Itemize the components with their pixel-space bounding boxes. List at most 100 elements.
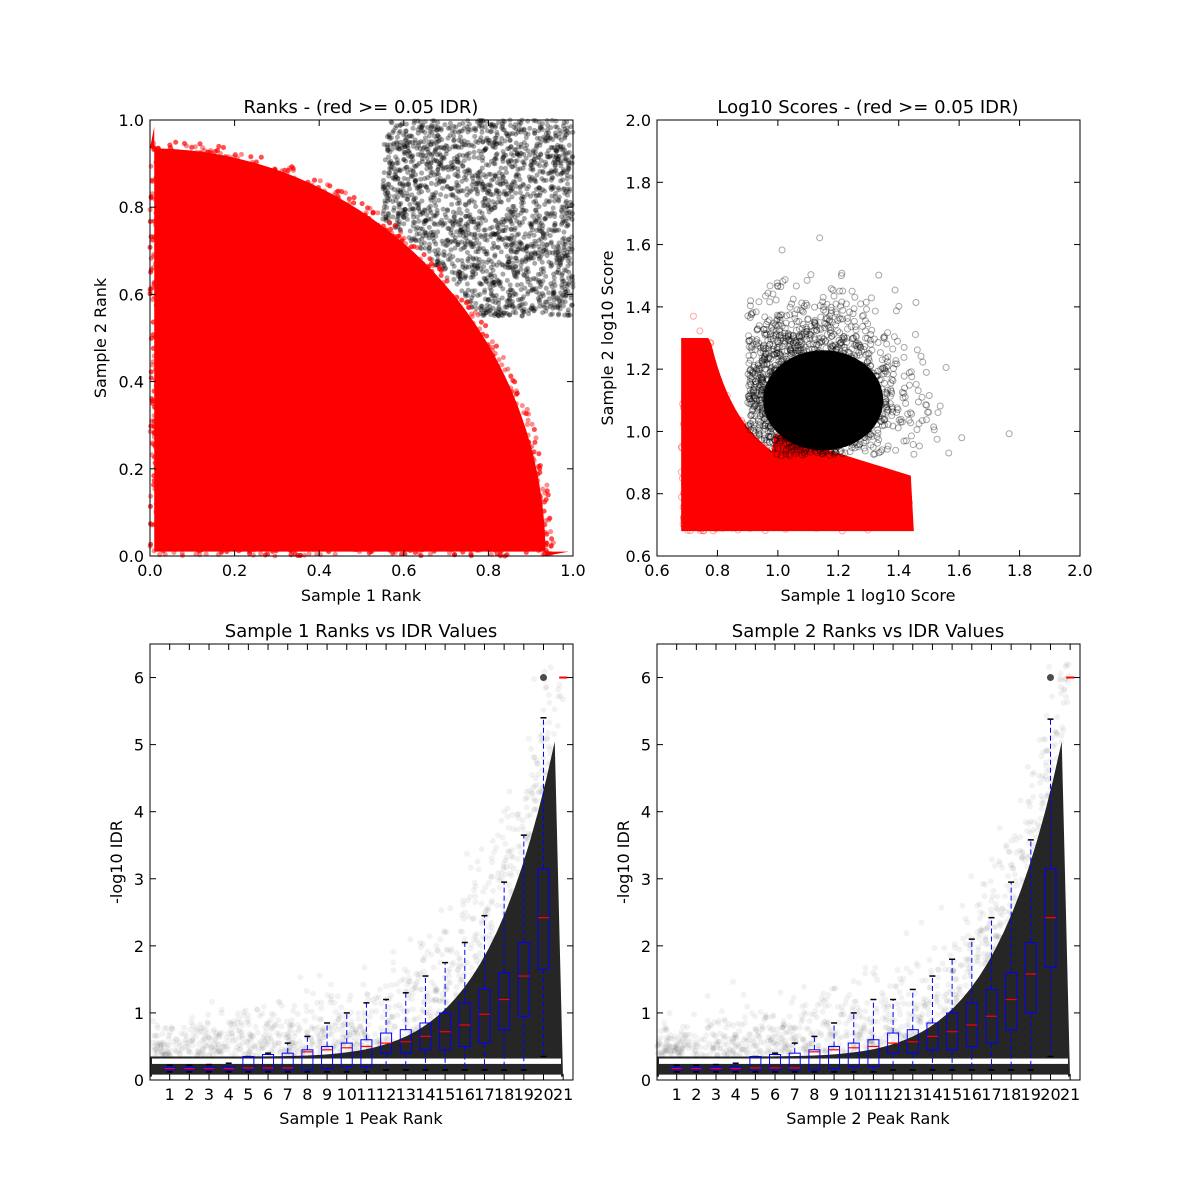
scatter-point xyxy=(547,303,553,309)
scatter-point xyxy=(562,239,568,245)
scatter-point xyxy=(381,204,387,210)
scatter-point xyxy=(550,205,556,211)
scatter-point xyxy=(457,220,463,226)
scatter-point xyxy=(434,152,440,158)
scatter-point xyxy=(442,371,448,377)
scatter-point xyxy=(457,511,463,517)
scatter-point xyxy=(525,432,531,438)
scatter-point xyxy=(406,235,412,241)
scatter-point xyxy=(525,265,531,271)
scatter-point xyxy=(508,185,514,191)
scatter-point xyxy=(491,463,497,469)
scatter-point xyxy=(525,251,531,257)
scatter-point xyxy=(466,409,472,415)
scatter-point xyxy=(381,208,387,214)
scatter-point xyxy=(533,198,539,204)
scatter-point xyxy=(429,124,435,130)
scatter-point xyxy=(558,137,564,143)
scatter-point xyxy=(485,202,491,208)
scatter-point xyxy=(532,260,538,266)
scatter-point xyxy=(567,186,573,192)
scatter-point xyxy=(554,228,560,234)
scatter-point xyxy=(492,295,498,301)
scatter-point xyxy=(553,133,559,139)
scatter-point xyxy=(458,224,464,230)
scatter-point xyxy=(549,311,555,317)
scatter-point xyxy=(514,151,520,157)
scatter-point xyxy=(474,191,480,197)
scatter-point xyxy=(552,198,558,204)
scatter-point xyxy=(479,210,485,216)
scatter-point xyxy=(419,170,425,176)
scatter-point xyxy=(551,228,557,234)
scatter-point xyxy=(535,271,541,277)
scatter-point xyxy=(508,217,514,223)
scatter-point xyxy=(540,291,546,297)
scatter-point xyxy=(500,127,506,133)
scatter-point xyxy=(554,260,560,266)
scatter-point xyxy=(473,225,479,231)
scatter-point xyxy=(428,170,434,176)
scatter-point xyxy=(494,129,500,135)
scatter-point xyxy=(563,156,569,162)
scatter-point xyxy=(445,225,451,231)
scatter-point xyxy=(546,148,552,154)
scatter-point xyxy=(510,164,516,170)
scatter-point xyxy=(386,133,392,139)
scatter-point xyxy=(465,258,471,264)
scatter-point xyxy=(482,184,488,190)
scatter-point xyxy=(491,160,497,166)
scatter-point xyxy=(255,170,261,176)
scatter-point xyxy=(518,240,524,246)
scatter-point xyxy=(420,145,426,151)
scatter-point xyxy=(467,168,473,174)
scatter-point xyxy=(381,183,387,189)
scatter-point xyxy=(257,242,263,248)
scatter-point xyxy=(550,244,556,250)
scatter-point xyxy=(560,292,566,298)
scatter-point xyxy=(492,439,498,445)
scatter-point xyxy=(518,262,524,268)
scatter-point xyxy=(551,169,557,175)
scatter-point xyxy=(537,163,543,169)
scatter-point xyxy=(425,146,431,152)
scatter-point xyxy=(559,170,565,176)
scatter-point xyxy=(346,200,352,206)
scatter-point xyxy=(542,135,548,141)
scatter-point xyxy=(308,242,314,248)
scatter-point xyxy=(468,242,474,248)
scatter-point xyxy=(522,285,528,291)
scatter-point xyxy=(463,221,469,227)
scatter-point xyxy=(503,380,509,386)
scatter-point xyxy=(488,291,494,297)
scatter-point xyxy=(421,240,427,246)
scatter-point xyxy=(401,157,407,163)
scatter-point xyxy=(391,205,397,211)
scatter-point xyxy=(569,302,575,308)
scatter-point xyxy=(384,184,390,190)
scatter-point xyxy=(396,202,402,208)
scatter-point xyxy=(418,176,424,182)
scatter-point xyxy=(449,201,455,207)
scatter-point xyxy=(494,277,500,283)
scatter-point xyxy=(393,169,399,175)
scatter-point xyxy=(380,177,386,183)
scatter-point xyxy=(455,257,461,263)
scatter-point xyxy=(509,181,515,187)
scatter-point xyxy=(552,227,558,233)
scatter-point xyxy=(508,287,514,293)
scatter-point xyxy=(529,241,535,247)
scatter-point xyxy=(456,268,462,274)
scatter-point xyxy=(483,232,489,238)
scatter-point xyxy=(460,229,466,235)
scatter-point xyxy=(468,216,474,222)
scatter-point xyxy=(495,230,501,236)
scatter-point xyxy=(554,124,560,130)
scatter-point xyxy=(565,281,571,287)
scatter-point xyxy=(482,195,488,201)
scatter-point xyxy=(275,480,281,486)
scatter-point xyxy=(475,188,481,194)
scatter-point xyxy=(461,142,467,148)
scatter-point xyxy=(210,275,216,281)
